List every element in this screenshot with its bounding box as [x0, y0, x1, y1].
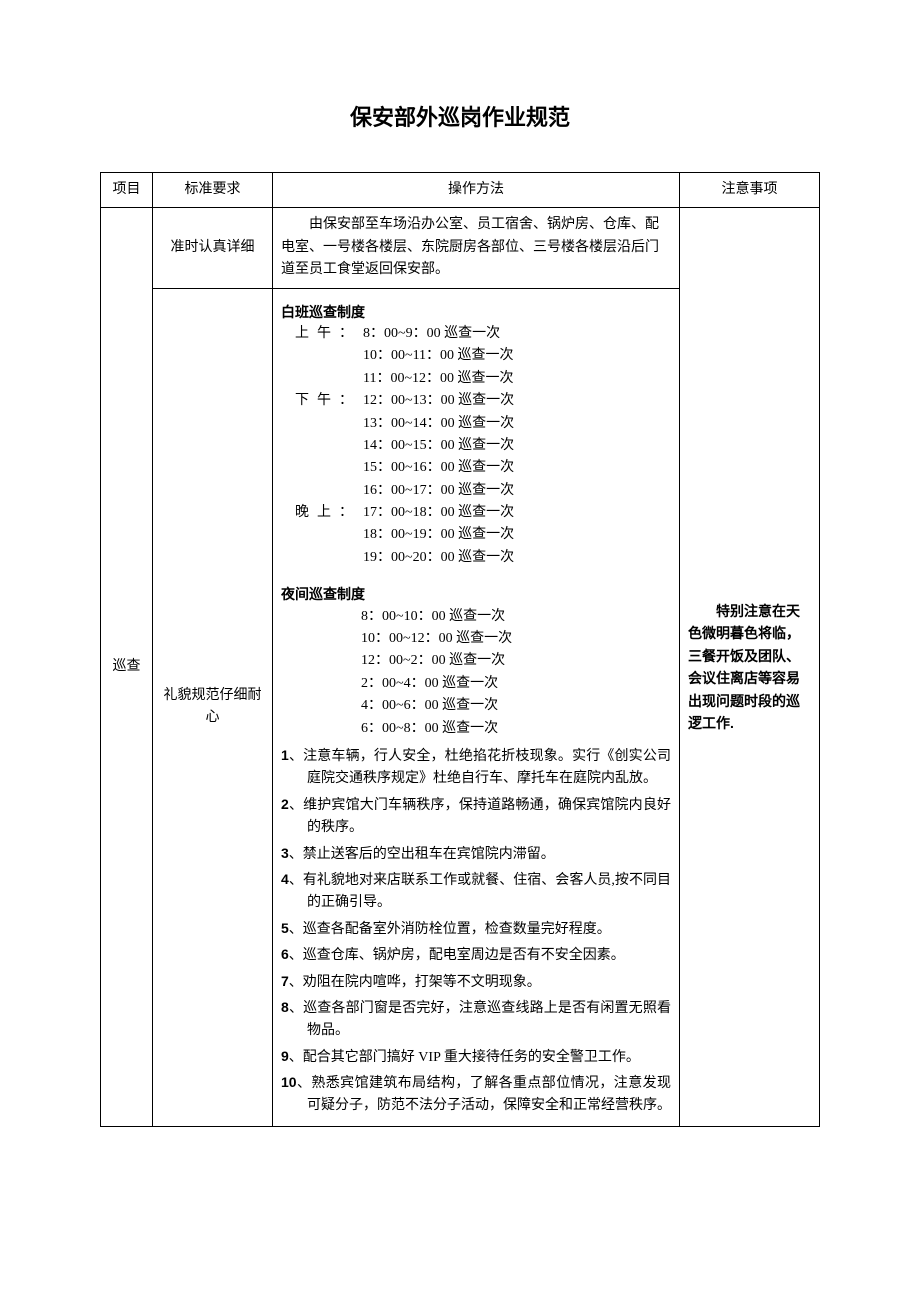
- table-row: 巡查 准时认真详细 由保安部至车场沿办公室、员工宿舍、锅炉房、仓库、配电室、一号…: [101, 208, 820, 288]
- schedule-prefix: 上午：: [281, 323, 353, 345]
- duty-item: 1、注意车辆，行人安全，杜绝掐花折枝现象。实行《创实公司庭院交通秩序规定》杜绝自…: [281, 744, 671, 791]
- schedule-row: 10：00~12：00 巡查一次: [281, 628, 671, 650]
- duty-item: 4、有礼貌地对来店联系工作或就餐、住宿、会客人员,按不同目的正确引导。: [281, 868, 671, 915]
- table-header-row: 项目 标准要求 操作方法 注意事项: [101, 173, 820, 208]
- duty-item: 9、配合其它部门搞好 VIP 重大接待任务的安全警卫工作。: [281, 1045, 671, 1069]
- duty-text: 、巡查各配备室外消防栓位置，检查数量完好程度。: [289, 922, 611, 937]
- duty-number: 7: [281, 973, 289, 989]
- schedule-row: 占位11：00~12：00 巡查一次: [281, 368, 671, 390]
- duties-list: 1、注意车辆，行人安全，杜绝掐花折枝现象。实行《创实公司庭院交通秩序规定》杜绝自…: [281, 744, 671, 1118]
- cell-standard-1: 准时认真详细: [153, 208, 273, 288]
- schedule-time: 10：00~11：00 巡查一次: [353, 345, 514, 367]
- schedule-time: 12：00~2：00 巡查一次: [281, 650, 505, 672]
- duty-item: 3、禁止送客后的空出租车在宾馆院内滞留。: [281, 842, 671, 866]
- schedule-time: 6：00~8：00 巡查一次: [281, 718, 498, 740]
- schedule-time: 17：00~18：00 巡查一次: [353, 502, 514, 524]
- duty-number: 1: [281, 747, 289, 763]
- schedule-row: 占位13：00~14：00 巡查一次: [281, 413, 671, 435]
- schedule-row: 占位19：00~20：00 巡查一次: [281, 547, 671, 569]
- schedule-row: 4：00~6：00 巡查一次: [281, 695, 671, 717]
- schedule-prefix: 下午：: [281, 390, 353, 412]
- schedule-time: 10：00~12：00 巡查一次: [281, 628, 512, 650]
- header-note: 注意事项: [680, 173, 820, 208]
- duty-number: 8: [281, 999, 289, 1015]
- duty-item: 5、巡查各配备室外消防栓位置，检查数量完好程度。: [281, 917, 671, 941]
- duty-text: 、配合其它部门搞好 VIP 重大接待任务的安全警卫工作。: [289, 1050, 640, 1065]
- duty-text: 、巡查各部门窗是否完好，注意巡查线路上是否有闲置无照看物品。: [289, 1001, 671, 1038]
- duty-item: 2、维护宾馆大门车辆秩序，保持道路畅通，确保宾馆院内良好的秩序。: [281, 793, 671, 840]
- schedule-time: 8：00~9：00 巡查一次: [353, 323, 500, 345]
- schedule-time: 15：00~16：00 巡查一次: [353, 457, 514, 479]
- duty-text: 、熟悉宾馆建筑布局结构，了解各重点部位情况，注意发现可疑分子，防范不法分子活动，…: [297, 1076, 671, 1113]
- day-schedule-list: 上午：8：00~9：00 巡查一次占位10：00~11：00 巡查一次占位11：…: [281, 323, 671, 569]
- spec-table: 项目 标准要求 操作方法 注意事项 巡查 准时认真详细 由保安部至车场沿办公室、…: [100, 172, 820, 1127]
- duty-number: 10: [281, 1074, 297, 1090]
- schedule-time: 4：00~6：00 巡查一次: [281, 695, 498, 717]
- duty-number: 2: [281, 796, 289, 812]
- schedule-time: 11：00~12：00 巡查一次: [353, 368, 514, 390]
- duty-item: 8、巡查各部门窗是否完好，注意巡查线路上是否有闲置无照看物品。: [281, 996, 671, 1043]
- cell-note: 特别注意在天色微明暮色将临，三餐开饭及团队、会议住离店等容易出现问题时段的巡逻工…: [680, 208, 820, 1126]
- schedule-row: 上午：8：00~9：00 巡查一次: [281, 323, 671, 345]
- day-schedule-label: 白班巡查制度: [281, 301, 671, 323]
- duty-text: 、注意车辆，行人安全，杜绝掐花折枝现象。实行《创实公司庭院交通秩序规定》杜绝自行…: [289, 749, 671, 786]
- schedule-time: 16：00~17：00 巡查一次: [353, 480, 514, 502]
- schedule-row: 占位16：00~17：00 巡查一次: [281, 480, 671, 502]
- duty-text: 、劝阻在院内喧哗，打架等不文明现象。: [289, 975, 541, 990]
- page-title: 保安部外巡岗作业规范: [100, 100, 820, 132]
- schedule-row: 占位14：00~15：00 巡查一次: [281, 435, 671, 457]
- duty-number: 3: [281, 845, 289, 861]
- night-schedule-list: 8：00~10：00 巡查一次10：00~12：00 巡查一次12：00~2：0…: [281, 606, 671, 740]
- schedule-row: 下午：12：00~13：00 巡查一次: [281, 390, 671, 412]
- schedule-row: 2：00~4：00 巡查一次: [281, 673, 671, 695]
- schedule-row: 占位15：00~16：00 巡查一次: [281, 457, 671, 479]
- duty-item: 10、熟悉宾馆建筑布局结构，了解各重点部位情况，注意发现可疑分子，防范不法分子活…: [281, 1071, 671, 1118]
- duty-number: 6: [281, 946, 289, 962]
- schedule-time: 12：00~13：00 巡查一次: [353, 390, 514, 412]
- schedule-prefix: 晚上：: [281, 502, 353, 524]
- schedule-time: 13：00~14：00 巡查一次: [353, 413, 514, 435]
- header-method: 操作方法: [273, 173, 680, 208]
- duty-number: 9: [281, 1048, 289, 1064]
- schedule-row: 8：00~10：00 巡查一次: [281, 606, 671, 628]
- header-standard: 标准要求: [153, 173, 273, 208]
- night-schedule-label: 夜间巡查制度: [281, 583, 671, 605]
- note-text: 特别注意在天色微明暮色将临，三餐开饭及团队、会议住离店等容易出现问题时段的巡逻工…: [688, 600, 811, 734]
- schedule-time: 19：00~20：00 巡查一次: [353, 547, 514, 569]
- duty-item: 7、劝阻在院内喧哗，打架等不文明现象。: [281, 970, 671, 994]
- schedule-time: 14：00~15：00 巡查一次: [353, 435, 514, 457]
- schedule-time: 2：00~4：00 巡查一次: [281, 673, 498, 695]
- schedule-time: 8：00~10：00 巡查一次: [281, 606, 505, 628]
- schedule-row: 占位10：00~11：00 巡查一次: [281, 345, 671, 367]
- duty-text: 、维护宾馆大门车辆秩序，保持道路畅通，确保宾馆院内良好的秩序。: [289, 798, 671, 835]
- cell-project: 巡查: [101, 208, 153, 1126]
- cell-method-2: 白班巡查制度 上午：8：00~9：00 巡查一次占位10：00~11：00 巡查…: [273, 288, 680, 1126]
- method-intro-text: 由保安部至车场沿办公室、员工宿舍、锅炉房、仓库、配电室、一号楼各楼层、东院厨房各…: [281, 214, 671, 281]
- cell-standard-2: 礼貌规范仔细耐心: [153, 288, 273, 1126]
- schedule-time: 18：00~19：00 巡查一次: [353, 524, 514, 546]
- schedule-row: 12：00~2：00 巡查一次: [281, 650, 671, 672]
- duty-text: 、有礼貌地对来店联系工作或就餐、住宿、会客人员,按不同目的正确引导。: [289, 873, 671, 910]
- duty-number: 5: [281, 920, 289, 936]
- schedule-row: 晚上：17：00~18：00 巡查一次: [281, 502, 671, 524]
- schedule-row: 6：00~8：00 巡查一次: [281, 718, 671, 740]
- header-project: 项目: [101, 173, 153, 208]
- duty-text: 、巡查仓库、锅炉房，配电室周边是否有不安全因素。: [289, 948, 625, 963]
- schedule-row: 占位18：00~19：00 巡查一次: [281, 524, 671, 546]
- cell-method-1: 由保安部至车场沿办公室、员工宿舍、锅炉房、仓库、配电室、一号楼各楼层、东院厨房各…: [273, 208, 680, 288]
- duty-number: 4: [281, 871, 289, 887]
- duty-text: 、禁止送客后的空出租车在宾馆院内滞留。: [289, 847, 555, 862]
- document-page: 保安部外巡岗作业规范 项目 标准要求 操作方法 注意事项 巡查 准时认真详细 由…: [0, 0, 920, 1187]
- duty-item: 6、巡查仓库、锅炉房，配电室周边是否有不安全因素。: [281, 943, 671, 967]
